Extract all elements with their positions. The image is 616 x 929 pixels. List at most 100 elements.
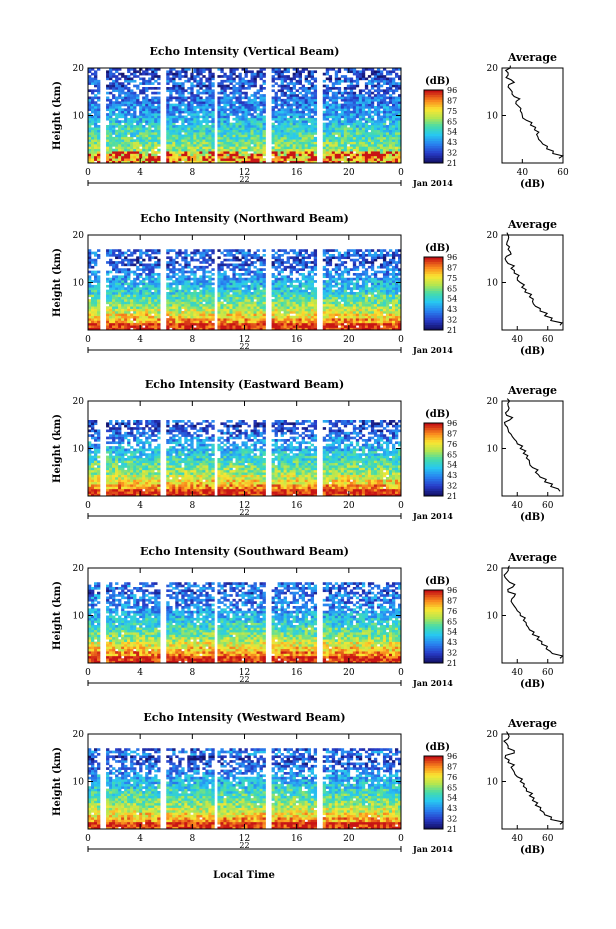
heatmap-cell: [175, 280, 179, 283]
heatmap-cell: [340, 151, 345, 154]
heatmap-cell: [202, 115, 206, 119]
heatmap-cell: [202, 254, 206, 257]
heatmap-cell: [226, 315, 230, 319]
heatmap-cell: [178, 155, 182, 159]
heatmap-cell: [244, 318, 248, 321]
heatmap-cell: [295, 110, 299, 114]
heatmap-cell: [385, 144, 390, 147]
heatmap-cell: [253, 254, 257, 257]
heatmap-cell: [196, 136, 200, 140]
heatmap-cell: [97, 141, 101, 145]
heatmap-cell: [307, 113, 312, 116]
heatmap-cell: [394, 125, 399, 128]
heatmap-cell: [343, 141, 348, 145]
heatmap-cell: [346, 127, 351, 131]
heatmap-cell: [196, 287, 200, 290]
heatmap-cell: [346, 148, 351, 152]
heatmap-cell: [154, 265, 158, 269]
heatmap-cell: [298, 125, 302, 128]
heatmap-cell: [379, 89, 384, 93]
heatmap-cell: [307, 115, 312, 119]
heatmap-cell: [280, 136, 284, 140]
heatmap-cell: [115, 294, 119, 298]
heatmap-cell: [349, 101, 354, 104]
heatmap-cell: [379, 77, 384, 81]
heatmap-cell: [169, 275, 173, 279]
heatmap-cell: [91, 287, 95, 290]
heatmap-cell: [310, 120, 315, 123]
heatmap-cell: [124, 315, 128, 319]
heatmap-cell: [187, 270, 191, 274]
heatmap-cell: [136, 153, 140, 157]
heatmap-cell: [169, 108, 173, 112]
heatmap-cell: [109, 148, 113, 152]
heatmap-cell: [130, 79, 134, 83]
heatmap-cell: [94, 113, 98, 116]
heatmap-cell: [130, 103, 134, 107]
heatmap-cell: [373, 148, 378, 152]
heatmap-cell: [280, 115, 284, 119]
heatmap-cell: [307, 146, 312, 150]
x-tick-label: 16: [291, 168, 303, 178]
heatmap-cell: [262, 134, 266, 138]
heatmap-cell: [202, 134, 206, 138]
heatmap-cell: [148, 113, 152, 116]
heatmap-cell: [361, 110, 366, 114]
heatmap-cell: [277, 98, 281, 102]
heatmap-cell: [118, 134, 122, 138]
heatmap-cell: [355, 144, 360, 147]
heatmap-cell: [277, 318, 281, 321]
heatmap-cell: [115, 115, 119, 119]
heatmap-cell: [331, 141, 336, 145]
heatmap-cell: [133, 160, 137, 164]
heatmap-cell: [352, 113, 357, 116]
heatmap-cell: [283, 115, 287, 119]
heatmap-cell: [211, 136, 215, 140]
heatmap-cell: [151, 282, 155, 286]
heatmap-cell: [157, 320, 161, 324]
heatmap-cell: [340, 94, 345, 97]
heatmap-cell: [310, 82, 315, 85]
heatmap-cell: [394, 96, 399, 100]
heatmap-cell: [124, 282, 128, 286]
heatmap-cell: [154, 277, 158, 281]
heatmap-cell: [91, 120, 95, 123]
heatmap-cell: [169, 129, 173, 133]
heatmap-cell: [370, 106, 375, 109]
heatmap-cell: [292, 148, 296, 152]
heatmap-cell: [208, 87, 212, 90]
heatmap-cell: [205, 148, 209, 152]
heatmap-cell: [379, 96, 384, 100]
heatmap-cell: [253, 77, 257, 81]
heatmap-cell: [250, 72, 254, 76]
heatmap-cell: [259, 136, 263, 140]
heatmap-cell: [322, 96, 327, 100]
heatmap-cell: [307, 103, 312, 107]
heatmap-cell: [205, 129, 209, 133]
heatmap-cell: [385, 125, 390, 128]
heatmap-cell: [184, 136, 188, 140]
heatmap-cell: [349, 106, 354, 109]
heatmap-cell: [226, 77, 230, 81]
heatmap-cell: [121, 325, 125, 328]
heatmap-cell: [175, 89, 179, 93]
heatmap-cell: [193, 153, 197, 157]
heatmap-cell: [259, 294, 263, 298]
heatmap-cell: [184, 68, 188, 71]
heatmap-cell: [376, 106, 381, 109]
heatmap-cell: [121, 315, 125, 319]
heatmap-cell: [367, 75, 372, 78]
heatmap-cell: [259, 77, 263, 81]
heatmap-cell: [211, 144, 215, 147]
heatmap-cell: [217, 249, 221, 252]
heatmap-cell: [199, 139, 203, 142]
heatmap-cell: [181, 101, 185, 104]
heatmap-cell: [196, 120, 200, 123]
heatmap-cell: [220, 91, 224, 95]
heatmap-cell: [256, 75, 260, 78]
colorbar-segment: [424, 121, 443, 125]
heatmap-cell: [199, 322, 203, 326]
heatmap-cell: [232, 84, 236, 88]
heatmap-cell: [247, 148, 251, 152]
heatmap-cell: [94, 153, 98, 157]
